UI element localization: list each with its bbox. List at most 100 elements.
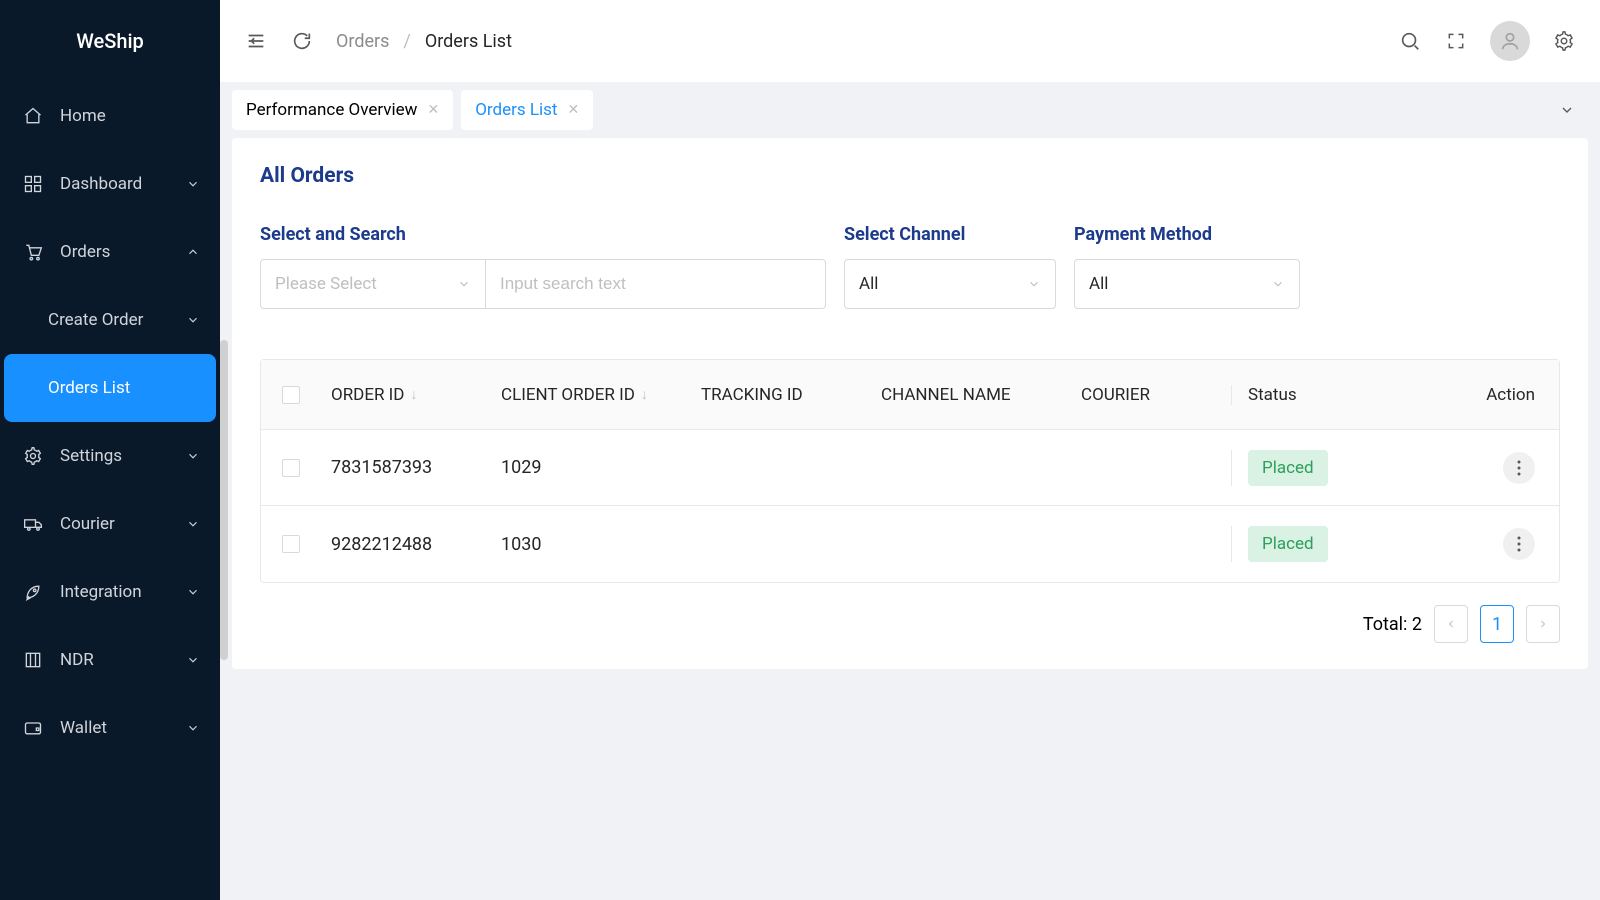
sidebar-item-orders[interactable]: Orders: [0, 218, 220, 286]
tab-performance-overview[interactable]: Performance Overview ✕: [232, 90, 453, 130]
chevron-down-icon: [186, 517, 200, 531]
table-header-status[interactable]: Status: [1231, 385, 1441, 405]
column-label: Action: [1486, 385, 1535, 405]
filter-label: Payment Method: [1074, 224, 1300, 245]
page-title: All Orders: [260, 164, 1560, 188]
table-header-client-order-id[interactable]: CLIENT ORDER ID ↓: [491, 385, 691, 405]
cell-client-order-id: 1029: [491, 457, 691, 478]
sidebar-subitem-create-order[interactable]: Create Order: [0, 286, 220, 354]
column-label: Status: [1248, 385, 1297, 405]
table-header-order-id[interactable]: ORDER ID ↓: [321, 385, 491, 405]
settings-button[interactable]: [1552, 29, 1576, 53]
chevron-down-icon: [1027, 277, 1041, 291]
table-row: 7831587393 1029 Placed: [261, 430, 1559, 506]
select-all-checkbox[interactable]: [282, 386, 300, 404]
filter-label: Select and Search: [260, 224, 826, 245]
row-checkbox[interactable]: [282, 459, 300, 477]
sidebar-item-courier[interactable]: Courier: [0, 490, 220, 558]
column-label: CHANNEL NAME: [881, 385, 1011, 405]
channel-select[interactable]: All: [844, 259, 1056, 309]
select-value: All: [859, 274, 878, 294]
chevron-down-icon: [186, 653, 200, 667]
status-badge: Placed: [1248, 526, 1328, 562]
fullscreen-button[interactable]: [1444, 29, 1468, 53]
collapse-sidebar-button[interactable]: [244, 29, 268, 53]
sidebar-item-label: Courier: [60, 514, 186, 534]
chevron-down-icon: [186, 721, 200, 735]
sidebar-item-integration[interactable]: Integration: [0, 558, 220, 626]
chevron-down-icon: [186, 177, 200, 191]
cell-order-id: 9282212488: [321, 534, 491, 555]
sidebar-item-label: NDR: [60, 650, 186, 670]
row-checkbox[interactable]: [282, 535, 300, 553]
sidebar-item-wallet[interactable]: Wallet: [0, 694, 220, 762]
home-icon: [22, 105, 44, 127]
row-actions-button[interactable]: [1503, 452, 1535, 484]
table-header-courier[interactable]: COURIER: [1071, 385, 1231, 405]
cell-action: [1441, 452, 1559, 484]
filter-label: Select Channel: [844, 224, 1056, 245]
search-button[interactable]: [1398, 29, 1422, 53]
sidebar-item-settings[interactable]: Settings: [0, 422, 220, 490]
rocket-icon: [22, 581, 44, 603]
top-header: Orders / Orders List: [220, 0, 1600, 82]
column-label: TRACKING ID: [701, 385, 803, 405]
orders-card: All Orders Select and Search Please Sele…: [232, 138, 1588, 669]
breadcrumb-parent[interactable]: Orders: [336, 31, 389, 52]
sidebar-subitem-orders-list[interactable]: Orders List: [4, 354, 216, 422]
filter-search: Select and Search Please Select: [260, 224, 826, 309]
tab-close-icon[interactable]: ✕: [567, 102, 579, 118]
chevron-down-icon: [186, 313, 200, 327]
cell-client-order-id: 1030: [491, 534, 691, 555]
sidebar-subitem-label: Orders List: [48, 378, 196, 398]
refresh-button[interactable]: [290, 29, 314, 53]
pagination-page-button[interactable]: 1: [1480, 605, 1514, 643]
pagination-total: Total: 2: [1363, 614, 1422, 635]
search-input-wrapper: [486, 259, 826, 309]
sidebar-item-home[interactable]: Home: [0, 82, 220, 150]
table-header-tracking-id[interactable]: TRACKING ID: [691, 385, 871, 405]
sidebar-item-dashboard[interactable]: Dashboard: [0, 150, 220, 218]
gear-icon: [22, 445, 44, 467]
orders-table: ORDER ID ↓ CLIENT ORDER ID ↓ TRACKING ID…: [260, 359, 1560, 583]
status-badge: Placed: [1248, 450, 1328, 486]
chevron-down-icon: [1271, 277, 1285, 291]
sidebar-item-label: Dashboard: [60, 174, 186, 194]
pagination: Total: 2 1: [260, 605, 1560, 643]
cell-action: [1441, 528, 1559, 560]
dashboard-icon: [22, 173, 44, 195]
chevron-down-icon: [186, 449, 200, 463]
chevron-down-icon: [186, 585, 200, 599]
pagination-prev-button[interactable]: [1434, 605, 1468, 643]
chevron-down-icon: [457, 277, 471, 291]
scrollbar-track[interactable]: [220, 340, 228, 660]
row-actions-button[interactable]: [1503, 528, 1535, 560]
table-header-checkbox: [261, 386, 321, 404]
wallet-icon: [22, 717, 44, 739]
table-header: ORDER ID ↓ CLIENT ORDER ID ↓ TRACKING ID…: [261, 360, 1559, 430]
chevron-up-icon: [186, 245, 200, 259]
cart-icon: [22, 241, 44, 263]
search-field-select[interactable]: Please Select: [260, 259, 486, 309]
filters-row: Select and Search Please Select: [260, 224, 1560, 309]
sidebar-item-ndr[interactable]: NDR: [0, 626, 220, 694]
payment-select[interactable]: All: [1074, 259, 1300, 309]
search-input[interactable]: [500, 274, 811, 294]
tab-orders-list[interactable]: Orders List ✕: [461, 90, 593, 130]
sort-icon: ↓: [641, 386, 648, 403]
sidebar-item-label: Home: [60, 106, 200, 126]
pagination-next-button[interactable]: [1526, 605, 1560, 643]
cell-status: Placed: [1231, 526, 1441, 562]
sidebar-item-label: Settings: [60, 446, 186, 466]
column-label: COURIER: [1081, 385, 1150, 405]
cell-order-id: 7831587393: [321, 457, 491, 478]
tab-label: Performance Overview: [246, 100, 417, 120]
breadcrumb-separator: /: [403, 31, 410, 52]
filter-channel: Select Channel All: [844, 224, 1056, 309]
table-header-channel-name[interactable]: CHANNEL NAME: [871, 385, 1071, 405]
user-avatar[interactable]: [1490, 21, 1530, 61]
tabs-dropdown-button[interactable]: [1556, 99, 1578, 121]
filter-payment: Payment Method All: [1074, 224, 1300, 309]
table-row: 9282212488 1030 Placed: [261, 506, 1559, 582]
tab-close-icon[interactable]: ✕: [427, 102, 439, 118]
